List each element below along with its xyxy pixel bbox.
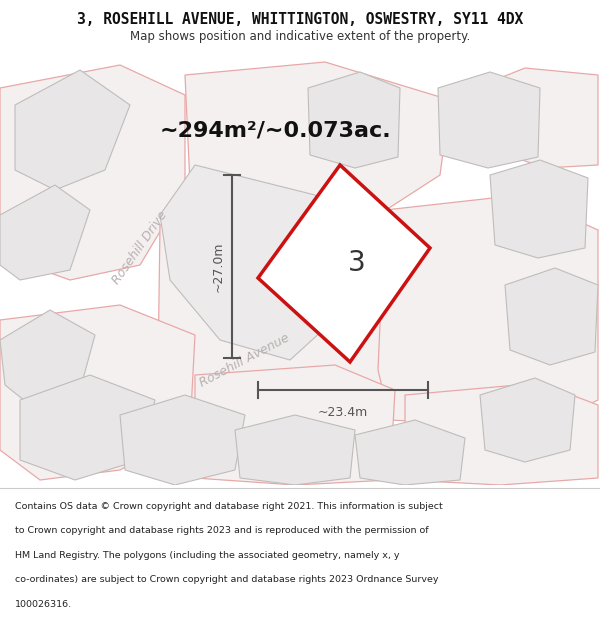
Polygon shape <box>120 395 245 485</box>
Text: 3: 3 <box>347 249 365 278</box>
Polygon shape <box>0 65 185 280</box>
Text: ~27.0m: ~27.0m <box>212 241 224 292</box>
Polygon shape <box>405 383 598 485</box>
Text: Contains OS data © Crown copyright and database right 2021. This information is : Contains OS data © Crown copyright and d… <box>15 502 443 511</box>
Text: ~294m²/~0.073ac.: ~294m²/~0.073ac. <box>160 120 392 140</box>
Polygon shape <box>185 62 450 230</box>
Polygon shape <box>20 375 155 480</box>
Polygon shape <box>0 305 195 480</box>
Polygon shape <box>480 378 575 462</box>
Text: Rosehill Avenue: Rosehill Avenue <box>198 331 292 389</box>
Polygon shape <box>160 165 365 360</box>
Polygon shape <box>490 160 588 258</box>
Polygon shape <box>308 72 400 168</box>
Polygon shape <box>438 72 540 168</box>
Polygon shape <box>0 185 90 280</box>
Polygon shape <box>258 165 430 362</box>
Polygon shape <box>0 310 95 405</box>
Text: Map shows position and indicative extent of the property.: Map shows position and indicative extent… <box>130 30 470 43</box>
Polygon shape <box>505 268 598 365</box>
Text: 3, ROSEHILL AVENUE, WHITTINGTON, OSWESTRY, SY11 4DX: 3, ROSEHILL AVENUE, WHITTINGTON, OSWESTR… <box>77 12 523 27</box>
Polygon shape <box>15 70 130 190</box>
Polygon shape <box>195 365 395 485</box>
Text: to Crown copyright and database rights 2023 and is reproduced with the permissio: to Crown copyright and database rights 2… <box>15 526 428 535</box>
Text: co-ordinates) are subject to Crown copyright and database rights 2023 Ordnance S: co-ordinates) are subject to Crown copyr… <box>15 575 439 584</box>
Text: HM Land Registry. The polygons (including the associated geometry, namely x, y: HM Land Registry. The polygons (includin… <box>15 551 400 560</box>
Polygon shape <box>158 205 425 420</box>
Polygon shape <box>480 68 598 168</box>
Text: 100026316.: 100026316. <box>15 600 72 609</box>
Polygon shape <box>235 415 355 485</box>
Polygon shape <box>378 195 598 428</box>
Text: Rosehill Drive: Rosehill Drive <box>110 209 170 287</box>
Text: ~23.4m: ~23.4m <box>318 406 368 419</box>
Polygon shape <box>355 420 465 485</box>
